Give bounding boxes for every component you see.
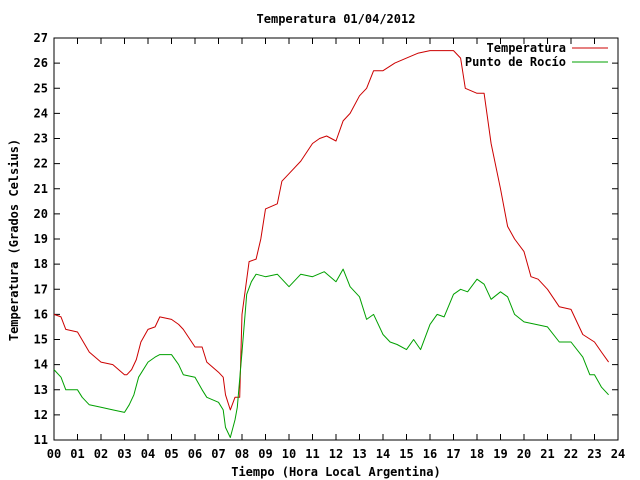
y-tick-label: 15 bbox=[34, 333, 48, 347]
x-axis-label: Tiempo (Hora Local Argentina) bbox=[231, 465, 441, 479]
y-tick-label: 16 bbox=[34, 307, 48, 321]
y-tick-label: 17 bbox=[34, 282, 48, 296]
x-tick-label: 19 bbox=[493, 447, 507, 461]
series-lines bbox=[53, 50, 610, 438]
y-tick-label: 21 bbox=[34, 182, 48, 196]
y-tick-label: 24 bbox=[34, 106, 48, 120]
x-tick-label: 08 bbox=[235, 447, 249, 461]
y-tick-label: 23 bbox=[34, 132, 48, 146]
y-axis-label: Temperatura (Grados Celsius) bbox=[7, 139, 21, 341]
legend-label: Temperatura bbox=[487, 41, 566, 55]
y-tick-label: 18 bbox=[34, 257, 48, 271]
x-tick-label: 10 bbox=[282, 447, 296, 461]
y-tick-label: 27 bbox=[34, 31, 48, 45]
x-tick-label: 12 bbox=[329, 447, 343, 461]
x-tick-label: 23 bbox=[587, 447, 601, 461]
x-tick-label: 21 bbox=[540, 447, 554, 461]
y-tick-label: 13 bbox=[34, 383, 48, 397]
legend-label: Punto de Rocío bbox=[465, 55, 566, 69]
chart-title: Temperatura 01/04/2012 bbox=[257, 12, 416, 26]
x-tick-label: 16 bbox=[423, 447, 437, 461]
x-axis-ticks: 00 01 02 03 04 05 06 07 08 09 10 11 12 13 14 15 16 17 18 19… bbox=[47, 38, 625, 461]
x-tick-label: 01 bbox=[70, 447, 84, 461]
x-tick-label: 15 bbox=[399, 447, 413, 461]
x-tick-label: 14 bbox=[376, 447, 390, 461]
y-axis-ticks: 11 12 13 14 15 16 17 18 19 20 21 22 23 24 25 26 27 bbox=[34, 31, 618, 447]
x-tick-label: 03 bbox=[117, 447, 131, 461]
plot-area-frame bbox=[53, 37, 619, 441]
y-tick-label: 20 bbox=[34, 207, 48, 221]
x-tick-label: 07 bbox=[211, 447, 225, 461]
y-tick-label: 12 bbox=[34, 408, 48, 422]
x-tick-label: 13 bbox=[352, 447, 366, 461]
x-tick-label: 09 bbox=[258, 447, 272, 461]
x-tick-label: 24 bbox=[611, 447, 625, 461]
series-line-0 bbox=[53, 50, 610, 411]
x-tick-label: 18 bbox=[470, 447, 484, 461]
x-tick-label: 22 bbox=[564, 447, 578, 461]
y-tick-label: 26 bbox=[34, 56, 48, 70]
x-tick-label: 05 bbox=[164, 447, 178, 461]
x-tick-label: 04 bbox=[141, 447, 155, 461]
x-tick-label: 02 bbox=[94, 447, 108, 461]
x-tick-label: 00 bbox=[47, 447, 61, 461]
y-tick-label: 14 bbox=[34, 358, 48, 372]
y-tick-label: 19 bbox=[34, 232, 48, 246]
x-tick-label: 20 bbox=[517, 447, 531, 461]
y-tick-label: 25 bbox=[34, 81, 48, 95]
series-line-1 bbox=[53, 268, 609, 438]
x-tick-label: 17 bbox=[446, 447, 460, 461]
x-tick-label: 11 bbox=[305, 447, 319, 461]
y-tick-label: 22 bbox=[34, 157, 48, 171]
y-tick-label: 11 bbox=[34, 433, 48, 447]
x-tick-label: 06 bbox=[188, 447, 202, 461]
